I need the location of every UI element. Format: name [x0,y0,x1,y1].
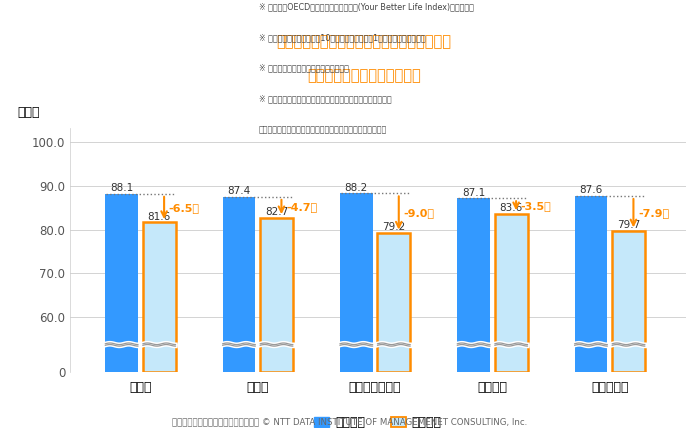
Text: -4.7歳: -4.7歳 [286,202,317,212]
Bar [260,217,293,372]
Text: 88.1: 88.1 [110,183,133,193]
Text: 82.7: 82.7 [265,207,288,217]
Text: 87.1: 87.1 [462,187,485,197]
Bar [340,193,372,372]
Text: （歳）: （歳） [18,106,40,119]
Legend: 不満なし, 不満あり: 不満なし, 不満あり [309,411,447,428]
Text: 83.6: 83.6 [500,203,523,213]
Bar [105,194,138,372]
Text: ※ 項目は、OECD「より良い暮らし指標(Your Better Life Index)」より抜粋: ※ 項目は、OECD「より良い暮らし指標(Your Better Life In… [259,2,474,11]
Bar [612,231,645,372]
Bar [143,223,176,372]
Text: 「健康観と生活の満足度との関連性」 © NTT DATA INSTITUTE OF MANAGEMENET CONSULTING, Inc.: 「健康観と生活の満足度との関連性」 © NTT DATA INSTITUTE O… [172,417,528,426]
Text: -9.0歳: -9.0歳 [403,208,435,218]
Text: -7.9歳: -7.9歳 [638,208,669,218]
Text: 87.6: 87.6 [580,185,603,195]
Text: ※ その他（肉体的健康寸命ニーズ、精神的健康寸命ニーズ、: ※ その他（肉体的健康寸命ニーズ、精神的健康寸命ニーズ、 [259,95,391,104]
Text: -6.5歳: -6.5歳 [169,203,199,213]
Text: 79.2: 79.2 [382,222,405,232]
Text: 日常生活の満足度が低い（不満のある）人は: 日常生活の満足度が低い（不満のある）人は [276,34,452,49]
Bar [575,196,608,372]
Text: 81.6: 81.6 [148,212,171,222]
Text: -3.5歳: -3.5歳 [521,201,552,211]
Bar [495,214,528,372]
Text: 社会的健康寸命ニーズ、労働寸命ニーズ）はレポート参照: 社会的健康寸命ニーズ、労働寸命ニーズ）はレポート参照 [259,125,387,134]
Text: 87.4: 87.4 [228,186,251,196]
Bar [457,198,490,372]
Text: ※ 生活への不満は「満足度10段階の平均値から、1標準偶差分低い場合」: ※ 生活への不満は「満足度10段階の平均値から、1標準偶差分低い場合」 [259,33,426,42]
Text: 寸命ニーズが低い傾向にある: 寸命ニーズが低い傾向にある [307,68,421,83]
Bar [223,197,256,372]
Text: ※ 寸命ニーズは「何歳まで生きたいか」: ※ 寸命ニーズは「何歳まで生きたいか」 [259,64,349,73]
Text: 79.7: 79.7 [617,220,640,230]
Bar [377,233,410,372]
Text: 88.2: 88.2 [344,183,368,193]
